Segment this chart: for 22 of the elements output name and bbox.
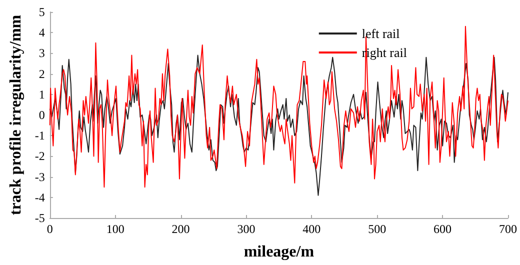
x-tick-label: 600 [434,222,452,236]
x-axis-title: mileage/m [244,244,315,260]
x-tick-label: 100 [106,222,124,236]
y-tick-label: 0 [38,108,45,122]
y-tick-label: 3 [38,46,45,60]
x-tick-label: 500 [368,222,386,236]
y-tick-label: -5 [34,211,45,225]
y-tick-label: -3 [34,170,45,184]
y-tick-label: 4 [38,26,45,40]
x-tick-label: 200 [172,222,190,236]
y-tick-label: -2 [34,149,45,164]
y-tick-label: 1 [38,87,45,102]
legend-label: left rail [362,26,400,41]
y-tick-label: -1 [34,128,45,143]
line-series [49,26,508,188]
y-tick-label: 5 [38,5,45,19]
y-axis-title: track profile irregularity/mm [8,14,24,216]
x-tick-label: 700 [499,222,517,236]
x-tick-label: 400 [302,222,321,236]
y-tick-label: 2 [38,66,45,81]
y-tick-label: -4 [34,190,45,204]
x-tick-label: 300 [237,222,256,236]
